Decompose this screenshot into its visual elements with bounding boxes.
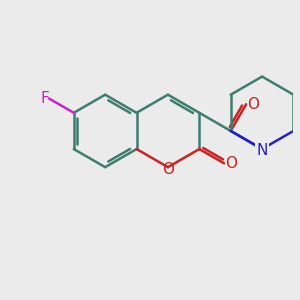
Text: F: F [41,91,50,106]
Text: O: O [225,156,237,171]
Text: N: N [256,143,268,158]
Text: O: O [162,162,174,177]
Text: O: O [247,97,259,112]
